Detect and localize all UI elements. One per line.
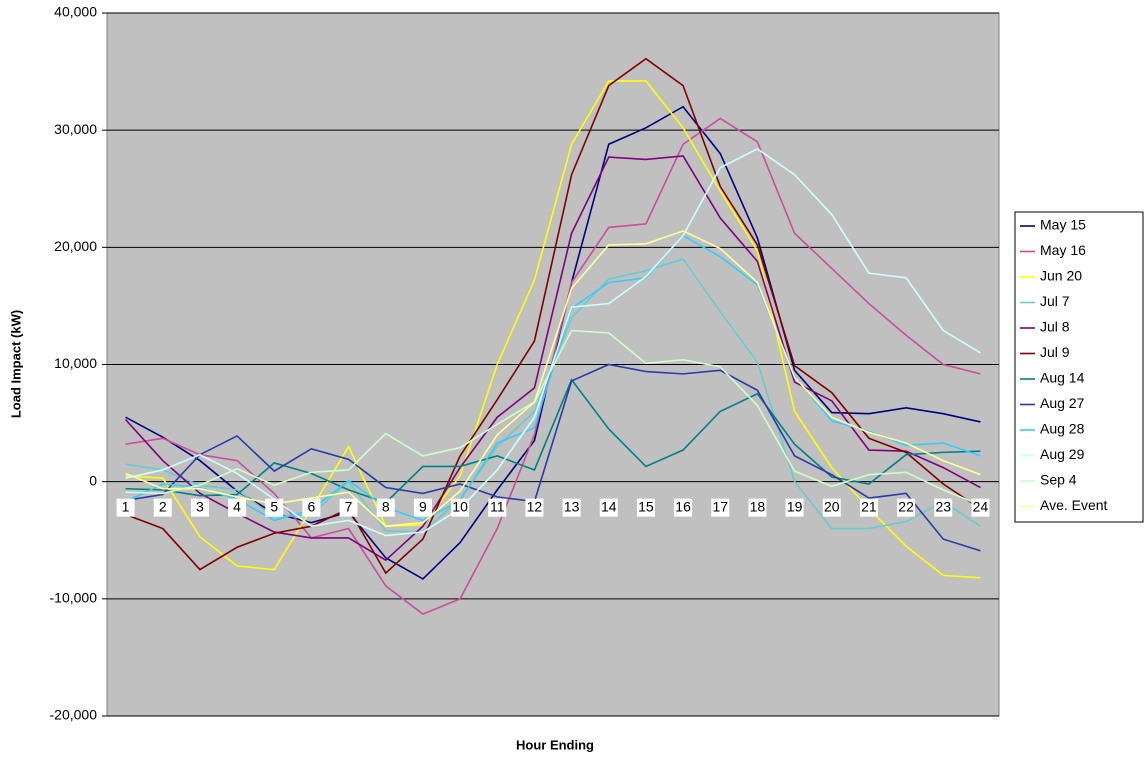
x-tick-label-bg bbox=[265, 498, 284, 517]
series-line bbox=[125, 234, 981, 522]
x-tick-label: 9 bbox=[419, 498, 427, 514]
x-tick-label: 24 bbox=[973, 498, 989, 514]
x-tick-label-bg bbox=[488, 498, 507, 517]
x-tick-label: 12 bbox=[527, 498, 543, 514]
legend-label: Aug 28 bbox=[1040, 421, 1085, 437]
legend-label: Aug 27 bbox=[1040, 395, 1085, 411]
y-tick-label: 10,000 bbox=[54, 355, 97, 371]
x-tick-label-bg bbox=[190, 498, 209, 517]
x-tick-label: 22 bbox=[898, 498, 914, 514]
x-tick-label-bg bbox=[711, 498, 730, 517]
x-tick-label-bg bbox=[971, 498, 990, 517]
series-line bbox=[125, 117, 981, 615]
y-tick-label: -10,000 bbox=[50, 590, 98, 606]
legend-label: May 15 bbox=[1040, 217, 1086, 233]
x-tick-label: 16 bbox=[675, 498, 691, 514]
x-tick-label: 20 bbox=[824, 498, 840, 514]
series-line bbox=[124, 155, 981, 562]
x-tick-label: 5 bbox=[270, 498, 278, 514]
y-tick-label: -20,000 bbox=[50, 707, 98, 723]
y-axis-title: Load Impact (kW) bbox=[8, 310, 23, 418]
x-tick-label: 8 bbox=[382, 498, 390, 514]
legend-label: Sep 4 bbox=[1040, 472, 1077, 488]
legend-label: Aug 14 bbox=[1040, 370, 1085, 386]
x-tick-label: 7 bbox=[345, 498, 353, 514]
x-tick-label: 21 bbox=[861, 498, 877, 514]
x-tick-label-bg bbox=[228, 498, 247, 517]
x-tick-label: 19 bbox=[787, 498, 803, 514]
y-tick-label: 30,000 bbox=[54, 121, 97, 137]
x-tick-label: 18 bbox=[750, 498, 766, 514]
x-tick-label: 1 bbox=[122, 498, 130, 514]
x-tick-label-bg bbox=[897, 498, 916, 517]
legend-label: Jul 7 bbox=[1040, 293, 1070, 309]
x-tick-label-bg bbox=[413, 498, 432, 517]
x-tick-label: 15 bbox=[638, 498, 654, 514]
x-tick-label: 23 bbox=[935, 498, 951, 514]
x-tick-label: 11 bbox=[490, 498, 505, 514]
y-tick-label: 0 bbox=[89, 472, 97, 488]
y-tick-label: 40,000 bbox=[54, 4, 97, 20]
x-tick-label: 13 bbox=[564, 498, 580, 514]
x-tick-label-bg bbox=[525, 498, 544, 517]
legend-label: Aug 29 bbox=[1040, 446, 1085, 462]
y-tick-label: 20,000 bbox=[54, 238, 97, 254]
x-tick-label: 2 bbox=[159, 498, 167, 514]
x-tick-label-bg bbox=[562, 498, 581, 517]
legend-label: Jul 8 bbox=[1040, 319, 1070, 335]
x-tick-label-bg bbox=[451, 498, 470, 517]
x-tick-label-bg bbox=[934, 498, 953, 517]
x-tick-label-bg bbox=[785, 498, 804, 517]
x-tick-label: 4 bbox=[233, 498, 241, 514]
series-line bbox=[125, 147, 981, 537]
x-tick-label-bg bbox=[599, 498, 618, 517]
legend-label: May 16 bbox=[1040, 242, 1086, 258]
series-line bbox=[125, 57, 981, 575]
legend-label: Ave. Event bbox=[1040, 497, 1108, 513]
x-tick-label: 3 bbox=[196, 498, 204, 514]
x-tick-label-bg bbox=[636, 498, 655, 517]
x-tick-label-bg bbox=[822, 498, 841, 517]
x-tick-label-bg bbox=[153, 498, 172, 517]
x-tick-label-bg bbox=[674, 498, 693, 517]
x-tick-label: 10 bbox=[452, 498, 468, 514]
series-line bbox=[125, 329, 981, 506]
x-tick-label-bg bbox=[116, 498, 135, 517]
x-tick-label: 14 bbox=[601, 498, 617, 514]
x-tick-label-bg bbox=[748, 498, 767, 517]
legend-label: Jun 20 bbox=[1040, 268, 1082, 284]
x-tick-label: 6 bbox=[308, 498, 316, 514]
x-tick-label-bg bbox=[302, 498, 321, 517]
x-axis-title: Hour Ending bbox=[516, 737, 594, 752]
series-line bbox=[125, 80, 981, 579]
legend-label: Jul 9 bbox=[1040, 344, 1070, 360]
legend bbox=[1014, 211, 1144, 523]
x-tick-label-bg bbox=[339, 498, 358, 517]
x-tick-label-bg bbox=[859, 498, 878, 517]
series-line bbox=[125, 363, 981, 552]
x-tick-label-bg bbox=[376, 498, 395, 517]
x-tick-label: 17 bbox=[712, 498, 728, 514]
